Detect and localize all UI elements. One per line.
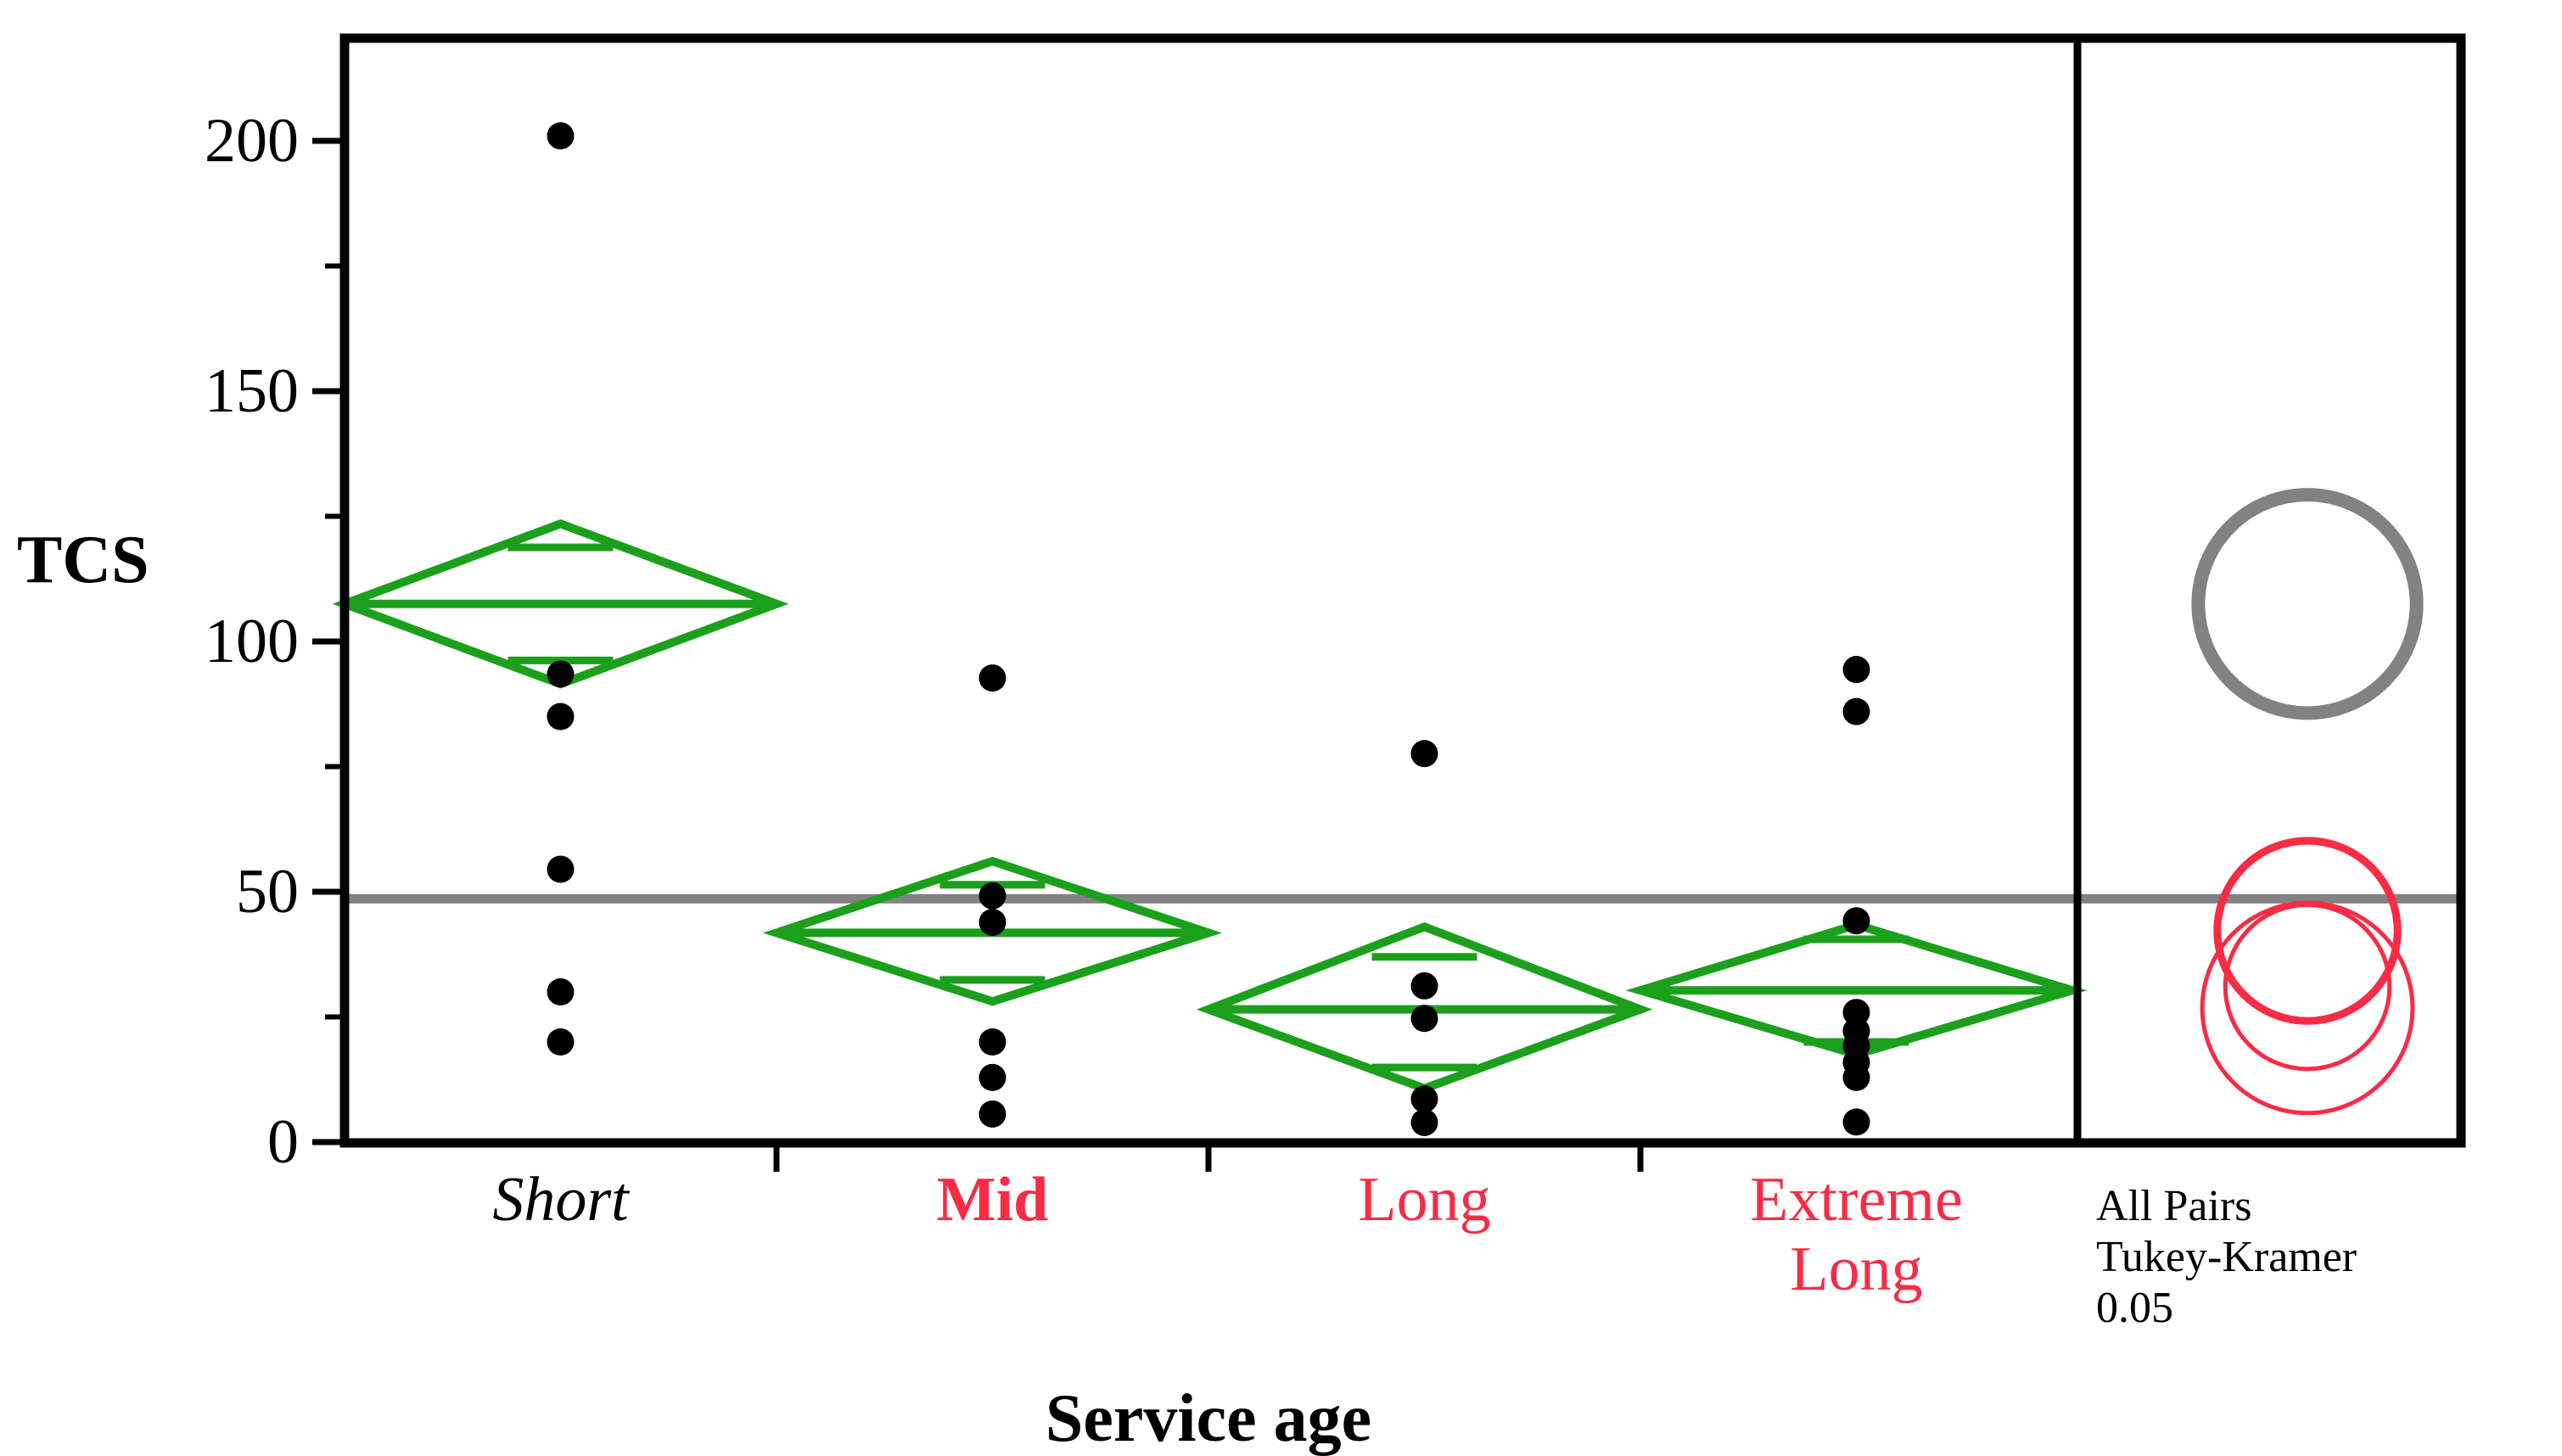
data-point — [978, 882, 1006, 910]
y-tick-label: 150 — [205, 356, 299, 426]
y-tick-label: 0 — [267, 1107, 299, 1177]
category-label-3: Long — [1790, 1235, 1922, 1304]
data-point — [978, 908, 1006, 936]
y-tick-label: 100 — [205, 607, 299, 676]
data-point — [547, 855, 575, 883]
data-point — [547, 703, 575, 731]
y-tick-label: 50 — [236, 857, 299, 927]
data-point — [978, 1063, 1006, 1091]
legend-line-1: Tukey-Kramer — [2096, 1233, 2357, 1281]
plot-frame — [339, 33, 2466, 1148]
category-label-1: Mid — [937, 1165, 1049, 1235]
data-point — [1842, 1063, 1870, 1091]
legend-line-0: All Pairs — [2096, 1182, 2251, 1230]
data-point — [1410, 1108, 1438, 1136]
x-axis-label: Service age — [1046, 1381, 1371, 1456]
data-point — [547, 122, 575, 150]
data-point — [978, 664, 1006, 692]
data-point — [1842, 907, 1870, 935]
data-point — [1410, 740, 1438, 768]
legend-line-2: 0.05 — [2096, 1284, 2173, 1332]
y-tick-label: 200 — [205, 106, 299, 176]
data-point — [978, 1028, 1006, 1056]
data-point — [547, 1028, 575, 1056]
comparison-circle-0 — [2191, 488, 2424, 720]
y-axis-label: TCS — [17, 523, 149, 597]
category-label-3: Extreme — [1750, 1165, 1963, 1235]
data-point — [547, 978, 575, 1005]
category-label-0: Short — [492, 1165, 631, 1235]
data-point — [1410, 1085, 1438, 1113]
comparison-circle-1 — [2213, 837, 2402, 1025]
data-point — [1842, 1108, 1870, 1136]
category-label-2: Long — [1358, 1165, 1490, 1235]
data-point — [547, 660, 575, 688]
comparison-circle-3 — [2200, 900, 2415, 1116]
data-point — [1842, 697, 1870, 725]
data-point — [1842, 656, 1870, 684]
data-point — [1410, 972, 1438, 1000]
data-point — [1410, 1005, 1438, 1033]
data-point — [978, 1100, 1006, 1128]
comparison-circle-2 — [2223, 902, 2392, 1072]
